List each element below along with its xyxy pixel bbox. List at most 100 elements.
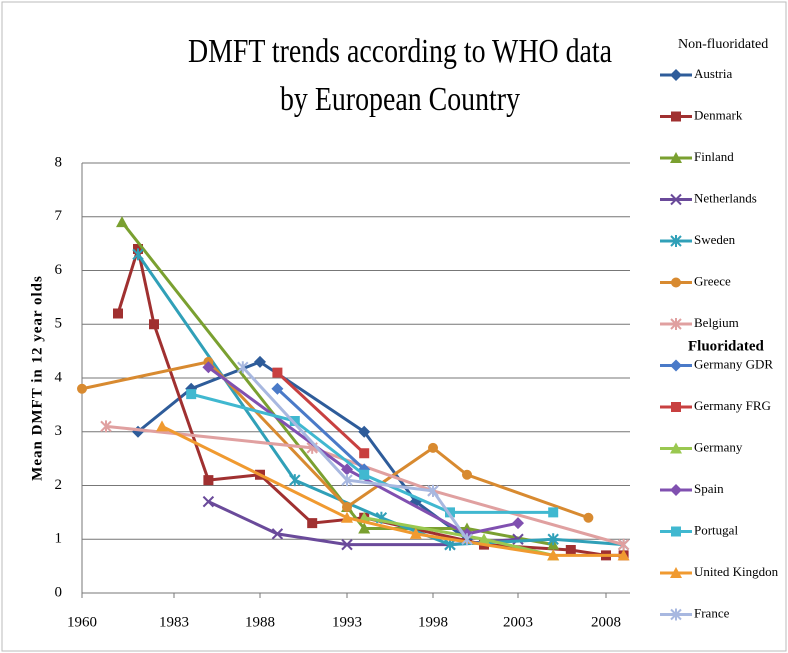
data-point <box>289 474 301 487</box>
data-point <box>358 425 371 438</box>
data-point <box>462 469 472 480</box>
data-point <box>512 517 524 530</box>
legend-marker <box>671 402 681 412</box>
legend-marker <box>670 608 682 621</box>
legend-marker <box>670 69 682 81</box>
data-point <box>359 448 370 459</box>
y-tick-label: 6 <box>55 262 63 278</box>
data-point <box>565 545 576 555</box>
legend-marker <box>670 484 682 496</box>
legend-label: Portugal <box>694 522 738 537</box>
legend-header: Fluoridated <box>688 338 764 354</box>
x-tick-label: 1998 <box>418 614 448 630</box>
legend-marker <box>671 277 681 288</box>
data-point <box>307 518 318 529</box>
data-point <box>254 355 266 368</box>
x-tick-label: 1960 <box>67 614 97 630</box>
legend-label: France <box>694 605 730 620</box>
data-point <box>342 502 352 512</box>
legend-marker <box>671 111 681 122</box>
y-tick-label: 4 <box>55 369 63 385</box>
y-tick-label: 5 <box>55 316 63 332</box>
data-point <box>427 484 439 497</box>
data-point <box>156 420 168 432</box>
data-point <box>77 383 87 394</box>
legend-marker <box>671 526 681 537</box>
data-point <box>113 308 123 319</box>
data-point <box>186 389 197 400</box>
data-point <box>289 416 300 426</box>
legend-label: Germany FRG <box>694 398 771 413</box>
legend-label: Austria <box>694 66 733 81</box>
y-axis-label: Mean DMFT in 12 year olds <box>29 275 45 481</box>
y-tick-label: 0 <box>55 584 63 600</box>
legend-marker <box>670 152 682 163</box>
data-point <box>583 512 594 523</box>
data-point <box>149 319 159 330</box>
legend-label: Belgium <box>694 315 739 330</box>
legend-label: United Kingdon <box>694 564 779 579</box>
series-line <box>105 424 625 547</box>
legend-label: Germany <box>694 439 743 454</box>
legend-label: Spain <box>694 481 724 496</box>
data-point <box>272 367 283 378</box>
data-point <box>271 528 284 540</box>
series-line <box>137 360 468 541</box>
legend-label: Sweden <box>694 232 736 247</box>
data-point <box>271 382 284 395</box>
series-line <box>190 392 554 514</box>
data-point <box>341 538 353 551</box>
x-tick-label: 1988 <box>245 614 275 630</box>
legend-label: Denmark <box>694 107 743 122</box>
legend-header: Non-fluoridated <box>678 37 768 52</box>
legend-label: Greece <box>694 273 731 288</box>
x-tick-label: 2003 <box>503 614 533 630</box>
series-line <box>116 243 624 557</box>
legend-marker <box>670 442 682 454</box>
data-point <box>547 533 559 546</box>
data-point <box>341 511 353 523</box>
data-point <box>202 361 215 374</box>
data-point <box>202 495 215 508</box>
data-point <box>617 538 630 551</box>
legend-marker <box>670 193 682 206</box>
data-point <box>203 475 214 486</box>
y-tick-label: 8 <box>55 154 63 170</box>
data-point <box>358 522 371 534</box>
x-tick-label: 1993 <box>332 614 362 630</box>
series-line <box>161 425 624 557</box>
data-point <box>341 474 353 487</box>
legend-label: Finland <box>694 149 734 164</box>
y-tick-label: 7 <box>55 208 63 224</box>
data-point <box>548 507 559 518</box>
series-line <box>207 366 519 536</box>
series-line <box>241 366 469 541</box>
data-point <box>100 420 112 433</box>
data-point <box>116 216 128 228</box>
y-tick-label: 2 <box>55 477 63 493</box>
x-tick-label: 2008 <box>591 614 621 630</box>
series-line <box>276 371 366 455</box>
data-point <box>478 533 490 545</box>
legend-marker <box>670 235 682 247</box>
data-point <box>359 469 370 480</box>
data-point <box>428 442 438 453</box>
legend-marker <box>670 318 682 330</box>
data-point <box>617 549 630 561</box>
chart-title: DMFT trends according to WHO data by Eur… <box>187 33 613 118</box>
series-line <box>81 360 589 520</box>
y-tick-label: 1 <box>55 531 63 547</box>
legend-marker <box>670 567 682 578</box>
legend-label: Germany GDR <box>694 356 773 371</box>
x-tick-label: 1983 <box>159 614 189 630</box>
y-tick-label: 3 <box>55 423 63 439</box>
data-point <box>445 507 455 518</box>
data-point <box>132 248 144 261</box>
data-point <box>547 549 560 561</box>
data-point <box>409 527 422 539</box>
data-point <box>341 463 353 476</box>
legend-label: Netherlands <box>694 190 757 205</box>
